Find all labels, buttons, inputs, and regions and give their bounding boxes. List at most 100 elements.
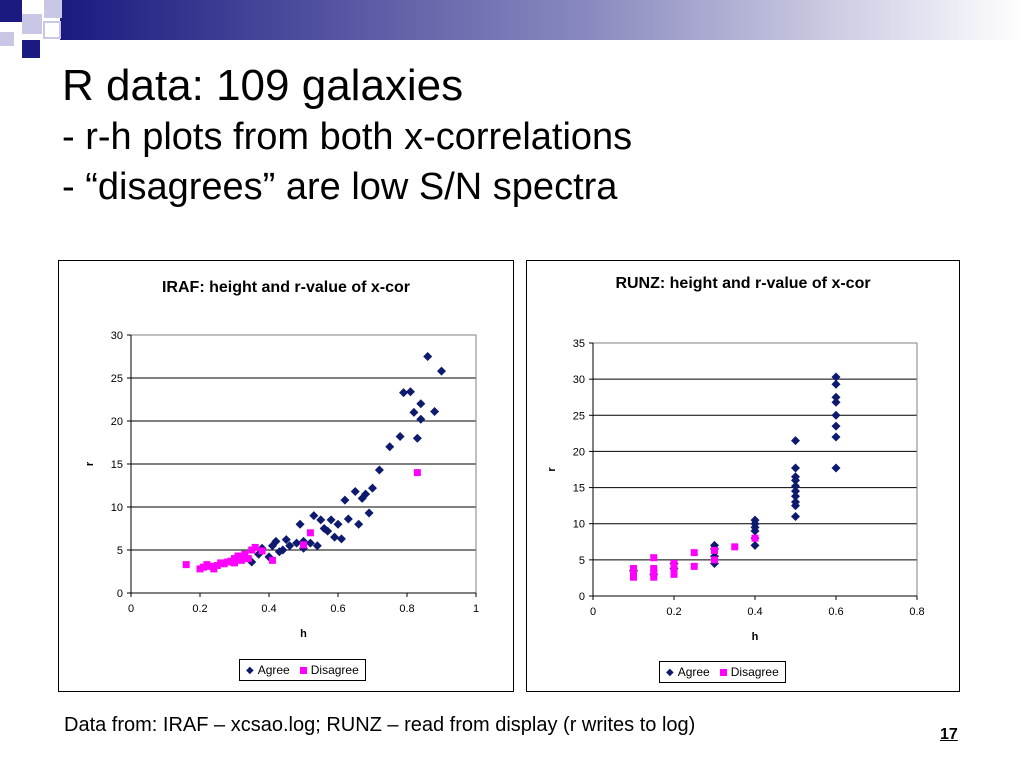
iraf-agree-point <box>309 511 319 521</box>
runz-chart: 0 5 10 15 20 25 30 35 0 0.2 0.4 0.6 0.8 h r <box>546 338 925 643</box>
legend-agree-label: Agree <box>257 663 290 677</box>
iraf-agree-point <box>405 387 415 397</box>
runz-disagree-point <box>690 562 698 570</box>
iraf-disagree-point <box>300 541 307 549</box>
runz-disagree-point <box>630 570 637 578</box>
runz-disagree-point <box>650 573 658 581</box>
iraf-agree-point <box>330 532 340 542</box>
runz-legend: ◆ Agree Disagree <box>659 661 786 683</box>
runz-agree-point <box>831 397 841 407</box>
iraf-agree-point <box>333 519 343 529</box>
slide-title-block: R data: 109 galaxies - r-h plots from bo… <box>62 60 1002 212</box>
runz-agree-point <box>791 481 800 491</box>
iraf-agree-point <box>364 508 374 518</box>
runz-disagree-point <box>670 566 678 574</box>
iraf-agree-point <box>274 547 284 557</box>
agree-swatch-icon: ◆ <box>666 666 674 678</box>
iraf-x-tick-label: 0 <box>128 603 134 615</box>
iraf-x-tick-label: 1 <box>473 603 479 615</box>
runz-agree-point <box>791 491 800 501</box>
iraf-agree-point <box>416 399 426 409</box>
iraf-agree-point <box>385 442 395 452</box>
iraf-x-tick-label: 0.8 <box>399 603 414 615</box>
iraf-agree-point <box>395 431 405 441</box>
runz-y-tick-label: 10 <box>573 519 585 531</box>
runz-agree-point <box>750 540 760 550</box>
iraf-agree-point <box>267 541 277 551</box>
iraf-agree-point <box>374 465 384 475</box>
iraf-y-axis-label: r <box>84 461 96 466</box>
page-number: 17 <box>940 726 958 743</box>
runz-agree-point <box>831 379 841 389</box>
iraf-agree-point <box>336 534 346 544</box>
iraf-disagree-point <box>413 469 421 477</box>
runz-y-tick-label: 20 <box>573 446 585 458</box>
iraf-disagree-point <box>241 550 249 558</box>
runz-disagree-point <box>731 543 739 551</box>
iraf-agree-point <box>412 433 422 443</box>
runz-agree-point <box>831 410 841 420</box>
runz-y-tick-label: 30 <box>573 374 585 386</box>
runz-agree-point <box>831 372 841 382</box>
runz-agree-point <box>750 515 760 525</box>
runz-disagree-point <box>670 559 678 567</box>
iraf-agree-point <box>350 487 360 497</box>
iraf-agree-point <box>361 489 371 499</box>
runz-agree-point <box>831 463 841 473</box>
iraf-agree-point <box>312 541 322 551</box>
iraf-agree-point <box>409 407 419 417</box>
runz-agree-point <box>831 421 841 431</box>
slide-subtitle-line-2: - “disagrees” are low S/N spectra <box>62 166 618 208</box>
runz-x-axis-label: h <box>752 631 759 643</box>
iraf-chart: 0 5 10 15 20 25 30 0 0.2 0.4 0.6 0.8 1 h r <box>84 330 479 640</box>
iraf-disagree-point <box>258 547 266 555</box>
runz-disagree-point <box>650 554 658 562</box>
iraf-y-tick-label: 25 <box>111 373 123 385</box>
iraf-agree-point <box>295 519 305 529</box>
runz-agree-point <box>791 511 800 521</box>
runz-disagree-point <box>690 549 698 557</box>
runz-agree-point <box>791 486 800 496</box>
runz-chart-panel: RUNZ: height and r-value of x-cor 0 5 10 15… <box>526 260 960 692</box>
iraf-agree-point <box>399 388 409 398</box>
runz-agree-point <box>791 436 800 446</box>
runz-x-tick-label: 0.8 <box>909 606 924 618</box>
iraf-agree-point <box>285 541 295 551</box>
runz-disagree-point <box>630 565 637 573</box>
iraf-agree-point <box>354 519 364 529</box>
header-decoration <box>0 0 1024 58</box>
runz-agree-point <box>791 463 800 473</box>
iraf-y-tick-label: 0 <box>117 588 123 600</box>
runz-disagree-point <box>711 556 718 564</box>
disagree-swatch-icon <box>719 668 727 676</box>
runz-y-tick-label: 15 <box>573 483 585 495</box>
agree-swatch-icon: ◆ <box>246 664 254 676</box>
legend-agree-label: Agree <box>677 665 710 679</box>
iraf-agree-point <box>343 514 353 524</box>
iraf-disagree-point <box>268 556 276 564</box>
iraf-disagree-point <box>231 559 238 567</box>
iraf-y-tick-label: 15 <box>111 459 123 471</box>
runz-plot-area <box>592 342 918 597</box>
slide-subtitle-line-1: - r-h plots from both x-correlations <box>62 116 633 158</box>
runz-agree-point <box>831 392 841 402</box>
iraf-agree-point <box>326 515 336 525</box>
legend-disagree-label: Disagree <box>310 663 359 677</box>
iraf-disagree-point <box>244 555 252 563</box>
iraf-chart-title: IRAF: height and r-value of x-cor <box>161 279 410 296</box>
iraf-x-tick-label: 0.6 <box>330 603 345 615</box>
slide-footer: Data from: IRAF – xcsao.log; RUNZ – read… <box>64 714 696 736</box>
iraf-y-tick-label: 20 <box>111 416 123 428</box>
iraf-agree-point <box>281 535 291 545</box>
iraf-agree-point <box>416 414 426 424</box>
iraf-x-tick-label: 0.4 <box>261 603 276 615</box>
disagree-swatch-icon <box>299 666 307 674</box>
iraf-agree-point <box>278 545 288 555</box>
runz-disagree-point <box>650 569 658 577</box>
runz-x-tick-label: 0.4 <box>747 606 762 618</box>
legend-disagree-label: Disagree <box>730 665 779 679</box>
runz-agree-point <box>791 497 800 507</box>
runz-x-tick-label: 0.2 <box>666 606 681 618</box>
slide-title: R data: 109 galaxies <box>62 61 464 110</box>
runz-agree-point <box>791 472 800 482</box>
